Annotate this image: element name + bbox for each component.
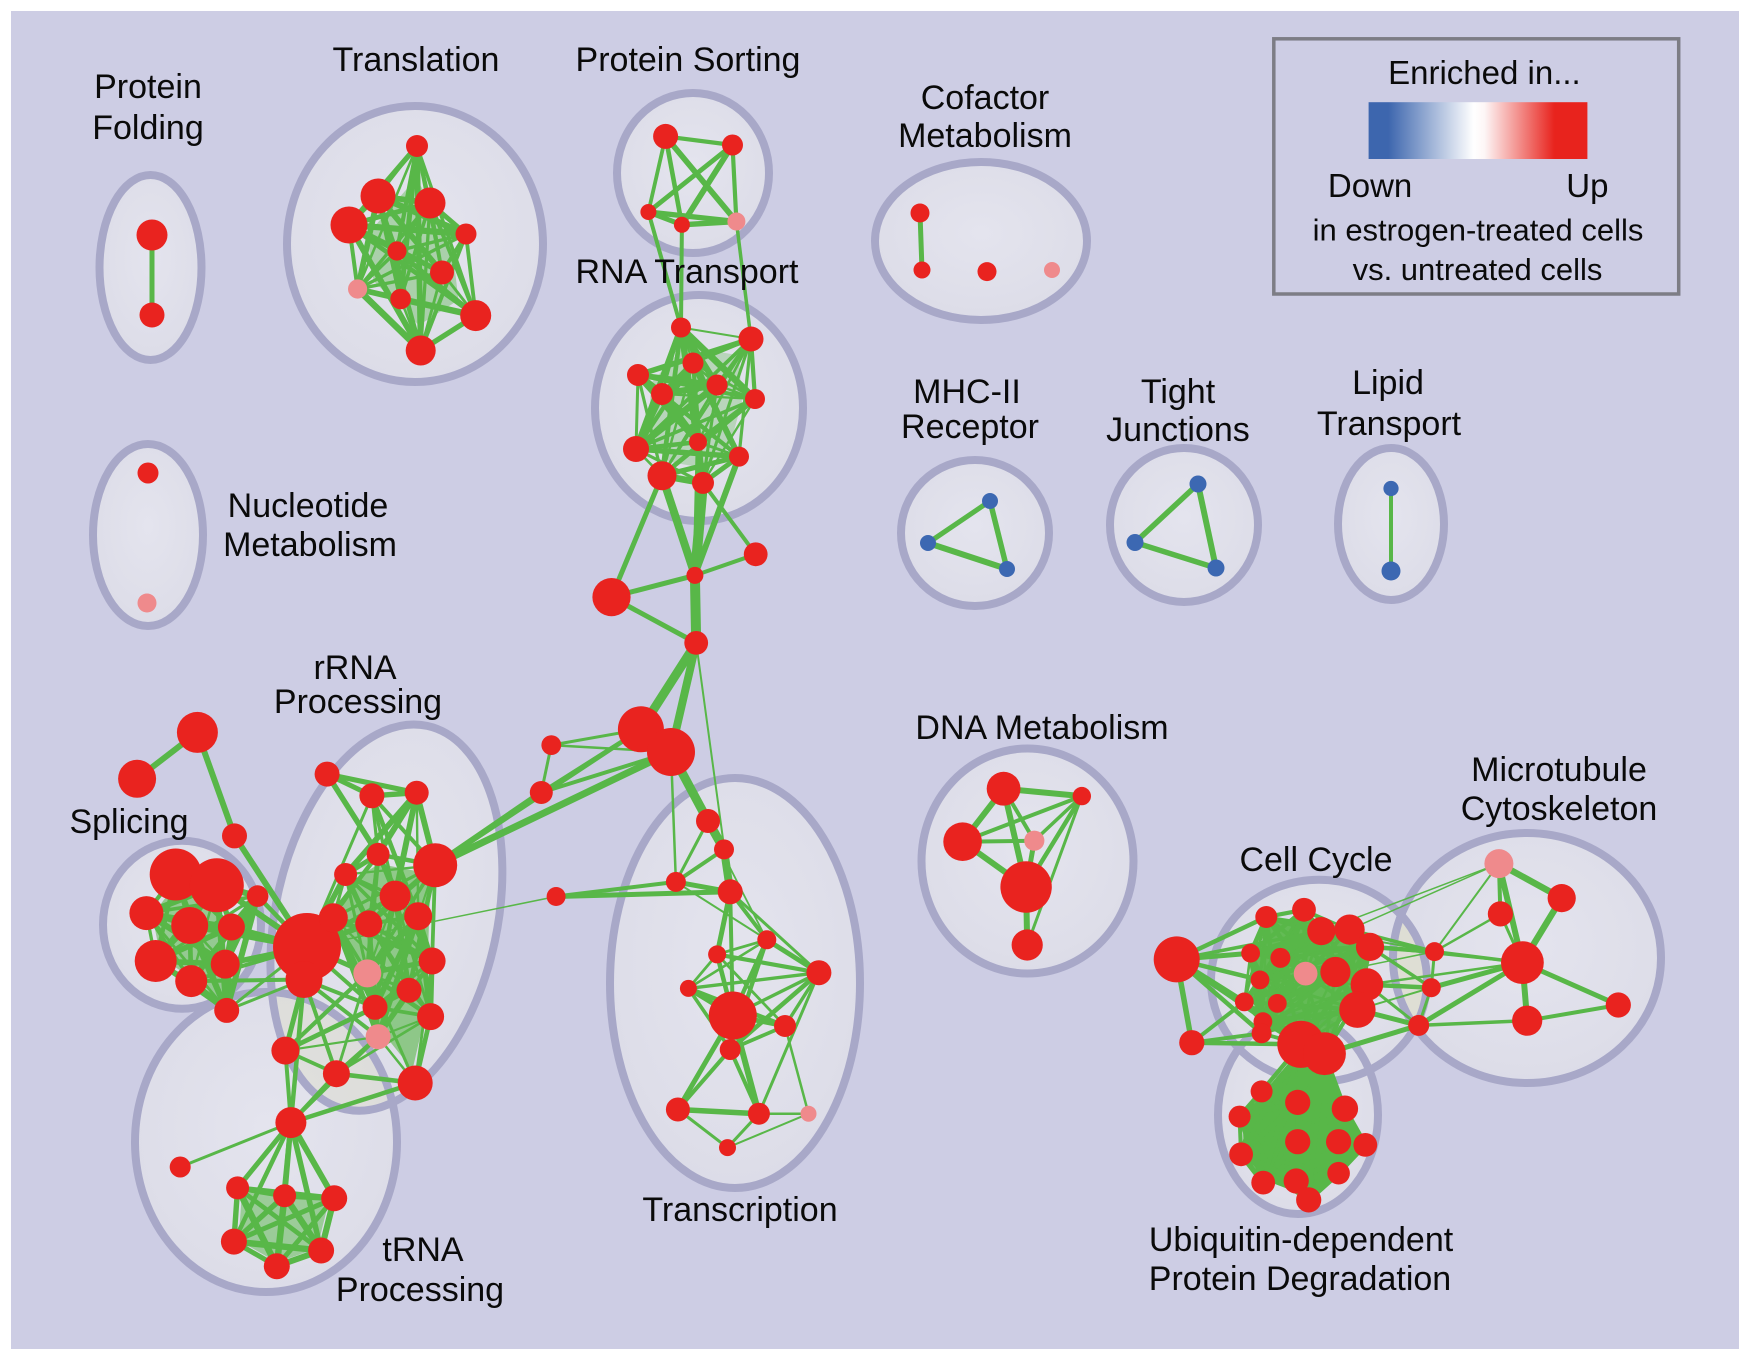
svg-text:vs. untreated cells: vs. untreated cells: [1353, 252, 1603, 287]
svg-text:Protein: Protein: [94, 68, 202, 106]
svg-text:Up: Up: [1566, 167, 1608, 204]
svg-text:Cofactor: Cofactor: [921, 79, 1050, 117]
svg-text:Receptor: Receptor: [901, 408, 1039, 446]
svg-text:Cell Cycle: Cell Cycle: [1239, 841, 1392, 879]
svg-text:RNA Transport: RNA Transport: [576, 253, 800, 291]
svg-text:rRNA: rRNA: [313, 649, 396, 687]
svg-text:Transcription: Transcription: [642, 1191, 837, 1229]
svg-text:DNA Metabolism: DNA Metabolism: [915, 709, 1168, 747]
svg-text:Lipid: Lipid: [1352, 364, 1424, 402]
svg-text:Ubiquitin-dependent: Ubiquitin-dependent: [1149, 1221, 1454, 1259]
svg-text:Transport: Transport: [1317, 405, 1462, 443]
svg-text:MHC-II: MHC-II: [913, 373, 1021, 411]
svg-text:Junctions: Junctions: [1106, 411, 1250, 449]
svg-text:Processing: Processing: [336, 1271, 504, 1309]
svg-text:Nucleotide: Nucleotide: [228, 487, 389, 525]
svg-text:Translation: Translation: [333, 41, 500, 79]
svg-text:Protein Degradation: Protein Degradation: [1149, 1260, 1451, 1298]
svg-text:Down: Down: [1328, 167, 1412, 204]
svg-text:Tight: Tight: [1141, 373, 1216, 411]
svg-text:Enriched in...: Enriched in...: [1388, 54, 1581, 91]
svg-text:Processing: Processing: [274, 683, 442, 721]
svg-text:Metabolism: Metabolism: [898, 117, 1072, 155]
svg-text:Microtubule: Microtubule: [1471, 751, 1647, 789]
svg-text:in estrogen-treated cells: in estrogen-treated cells: [1313, 213, 1644, 248]
svg-text:Metabolism: Metabolism: [223, 526, 397, 564]
svg-text:tRNA: tRNA: [382, 1231, 464, 1269]
svg-text:Splicing: Splicing: [69, 803, 188, 841]
svg-text:Protein Sorting: Protein Sorting: [576, 41, 801, 79]
svg-text:Folding: Folding: [92, 109, 204, 147]
svg-text:Cytoskeleton: Cytoskeleton: [1461, 790, 1658, 828]
